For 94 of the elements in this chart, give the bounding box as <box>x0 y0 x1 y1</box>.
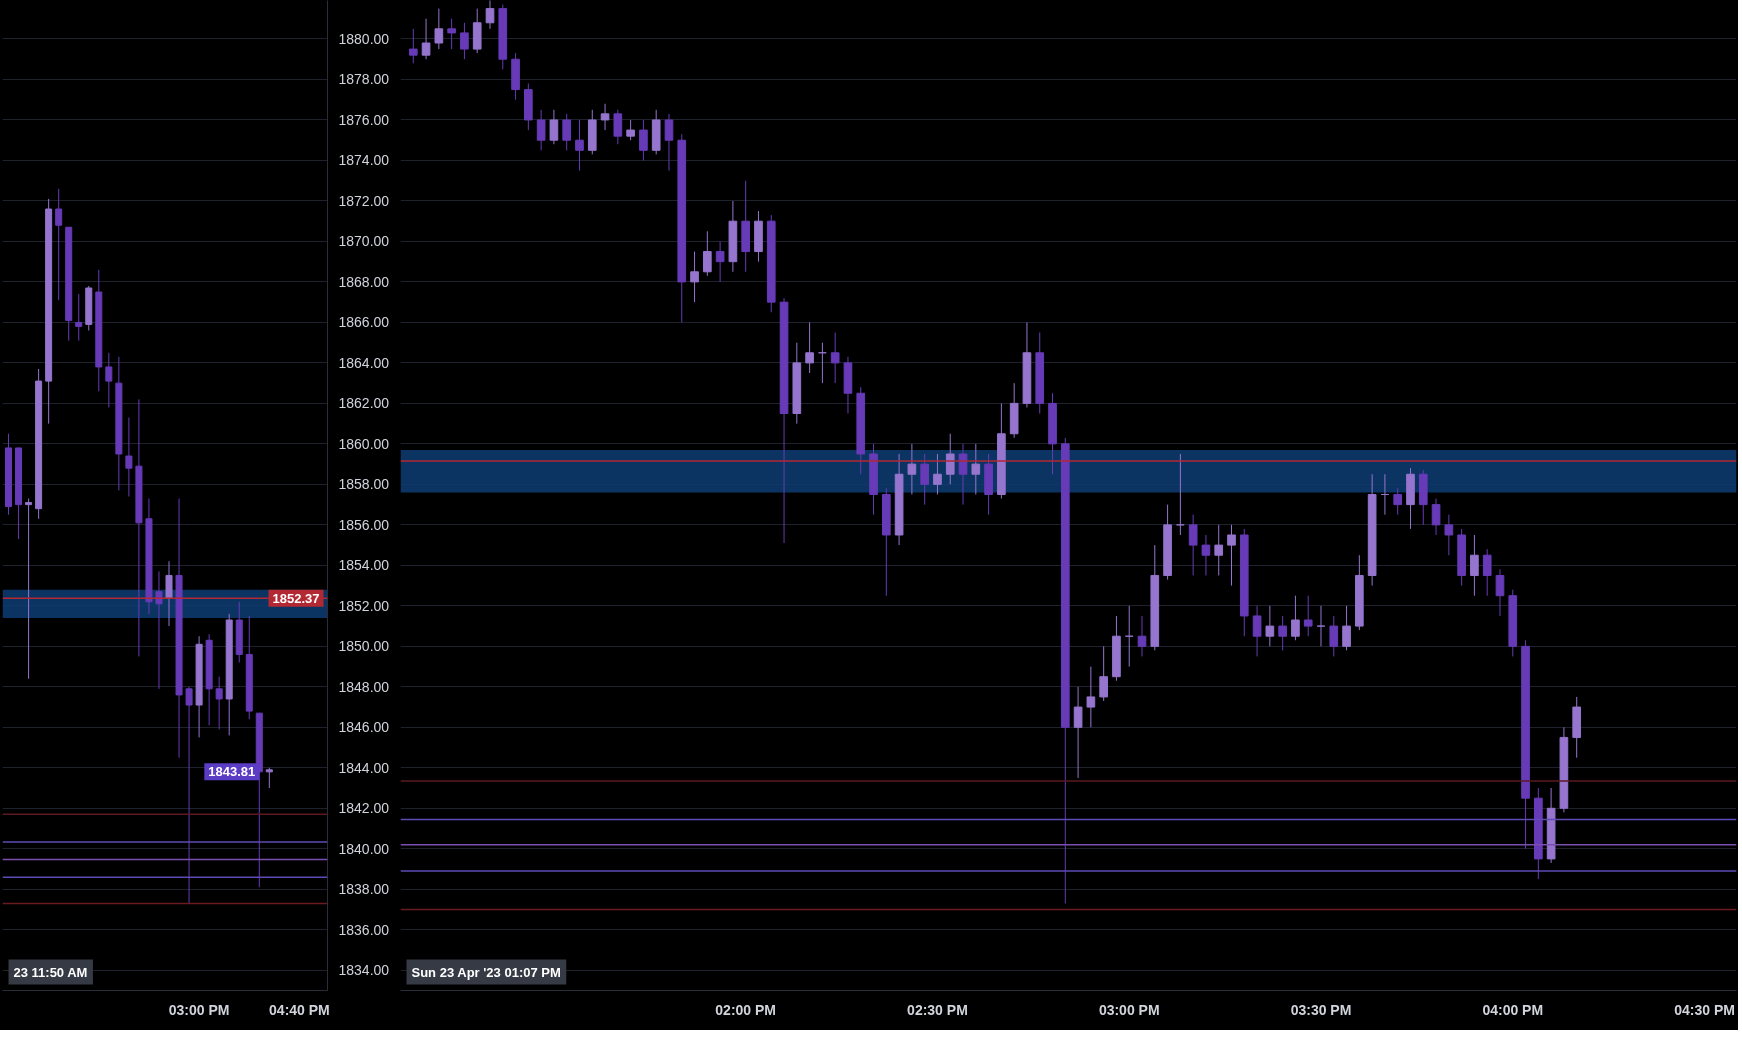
candlestick <box>971 443 981 495</box>
candlestick <box>562 113 572 151</box>
x-tick-label: 04:30 PM <box>1674 1001 1735 1018</box>
candlestick <box>1303 595 1313 637</box>
candlestick <box>1137 615 1147 657</box>
x-tick-label: 03:00 PM <box>168 1001 230 1018</box>
candlestick <box>447 18 456 50</box>
candlestick <box>1431 498 1441 536</box>
y-tick-label: 1850.00 <box>338 638 390 655</box>
y-tick-label: 1880.00 <box>338 30 390 47</box>
y-tick-label: 1866.00 <box>338 314 390 331</box>
candlestick <box>1329 615 1339 657</box>
candlestick <box>460 22 469 60</box>
candlestick <box>1252 605 1262 657</box>
candlestick <box>1188 514 1198 576</box>
candlestick <box>690 251 699 303</box>
y-tick-label: 1872.00 <box>338 192 390 209</box>
x-tick-label: 02:30 PM <box>907 1001 968 1018</box>
candlestick <box>75 293 83 342</box>
candlestick <box>1278 615 1287 651</box>
y-tick-label: 1836.00 <box>338 921 390 938</box>
candlestick <box>958 443 968 506</box>
candlestick <box>1176 453 1185 536</box>
candlestick <box>626 119 635 141</box>
candlestick <box>165 560 173 627</box>
y-tick-label: 1856.00 <box>338 516 390 533</box>
y-tick-label: 1858.00 <box>338 476 390 493</box>
candlestick <box>155 570 163 690</box>
y-tick-label: 1846.00 <box>338 719 390 736</box>
candlestick <box>1495 568 1505 617</box>
candlestick <box>639 119 648 161</box>
y-tick-label: 1852.00 <box>338 597 390 614</box>
candlestick <box>265 767 273 789</box>
y-tick-label: 1870.00 <box>338 233 390 250</box>
candlestick <box>185 686 193 904</box>
candlestick <box>575 119 584 172</box>
x-tick-label: 03:30 PM <box>1290 1001 1352 1018</box>
candlestick <box>933 453 942 495</box>
y-tick-label: 1862.00 <box>338 395 390 412</box>
candlestick <box>536 109 546 151</box>
annotation: 1843.81 <box>208 764 256 780</box>
candlestick <box>907 443 917 495</box>
y-tick-label: 1842.00 <box>338 800 390 817</box>
candlestick <box>125 417 133 498</box>
y-tick-label: 1874.00 <box>338 152 390 169</box>
y-tick-label: 1848.00 <box>338 678 390 695</box>
candlestick <box>1482 548 1492 597</box>
y-tick-label: 1876.00 <box>338 111 390 128</box>
x-tick-label: 04:40 PM <box>269 1001 330 1018</box>
candlestick <box>1393 487 1403 516</box>
candlestick <box>1444 514 1454 556</box>
y-tick-label: 1868.00 <box>338 273 390 290</box>
y-tick-label: 1860.00 <box>338 435 390 452</box>
candlestick <box>805 321 814 374</box>
candlestick <box>421 18 431 60</box>
candlestick <box>1291 595 1300 641</box>
candlestick <box>1214 524 1224 576</box>
candlestick <box>664 113 674 172</box>
candlestick <box>703 230 712 277</box>
y-tick-label: 1878.00 <box>338 71 390 88</box>
candlestick <box>105 352 113 408</box>
candlestick <box>215 676 223 730</box>
candlestick <box>549 109 559 145</box>
x-tick-label: 03:00 PM <box>1098 1001 1160 1018</box>
candlestick <box>1086 666 1096 728</box>
y-tick-label: 1844.00 <box>338 759 390 776</box>
candlestick <box>1201 534 1211 576</box>
candlestick <box>945 433 955 485</box>
y-tick-label: 1840.00 <box>338 840 390 857</box>
y-tick-label: 1838.00 <box>338 881 390 898</box>
candlestick <box>1470 534 1479 597</box>
candlestick <box>1316 605 1326 647</box>
candlestick <box>920 453 930 506</box>
x-tick-label: 04:00 PM <box>1482 1001 1544 1018</box>
candlestick <box>1099 645 1108 702</box>
candlestick <box>434 8 444 50</box>
candlestick <box>55 188 63 301</box>
candlestick <box>25 498 33 680</box>
y-tick-label: 1864.00 <box>338 354 390 371</box>
candlestick <box>1265 605 1275 647</box>
candlestick <box>715 240 725 283</box>
candlestick <box>830 332 840 384</box>
candlestick <box>613 109 623 145</box>
candlestick <box>1342 605 1351 651</box>
candlestick <box>408 28 418 64</box>
candlestick <box>1073 686 1083 779</box>
annotation: 23 11:50 AM <box>13 964 88 980</box>
x-tick-label: 02:00 PM <box>715 1001 777 1018</box>
ref-line-label: 1852.37 <box>272 590 320 606</box>
candlestick <box>1227 524 1236 587</box>
y-tick-label: 1854.00 <box>338 557 390 574</box>
annotation: Sun 23 Apr '23 01:07 PM <box>411 964 561 980</box>
candlestick <box>600 103 610 131</box>
y-tick-label: 1834.00 <box>338 962 390 979</box>
